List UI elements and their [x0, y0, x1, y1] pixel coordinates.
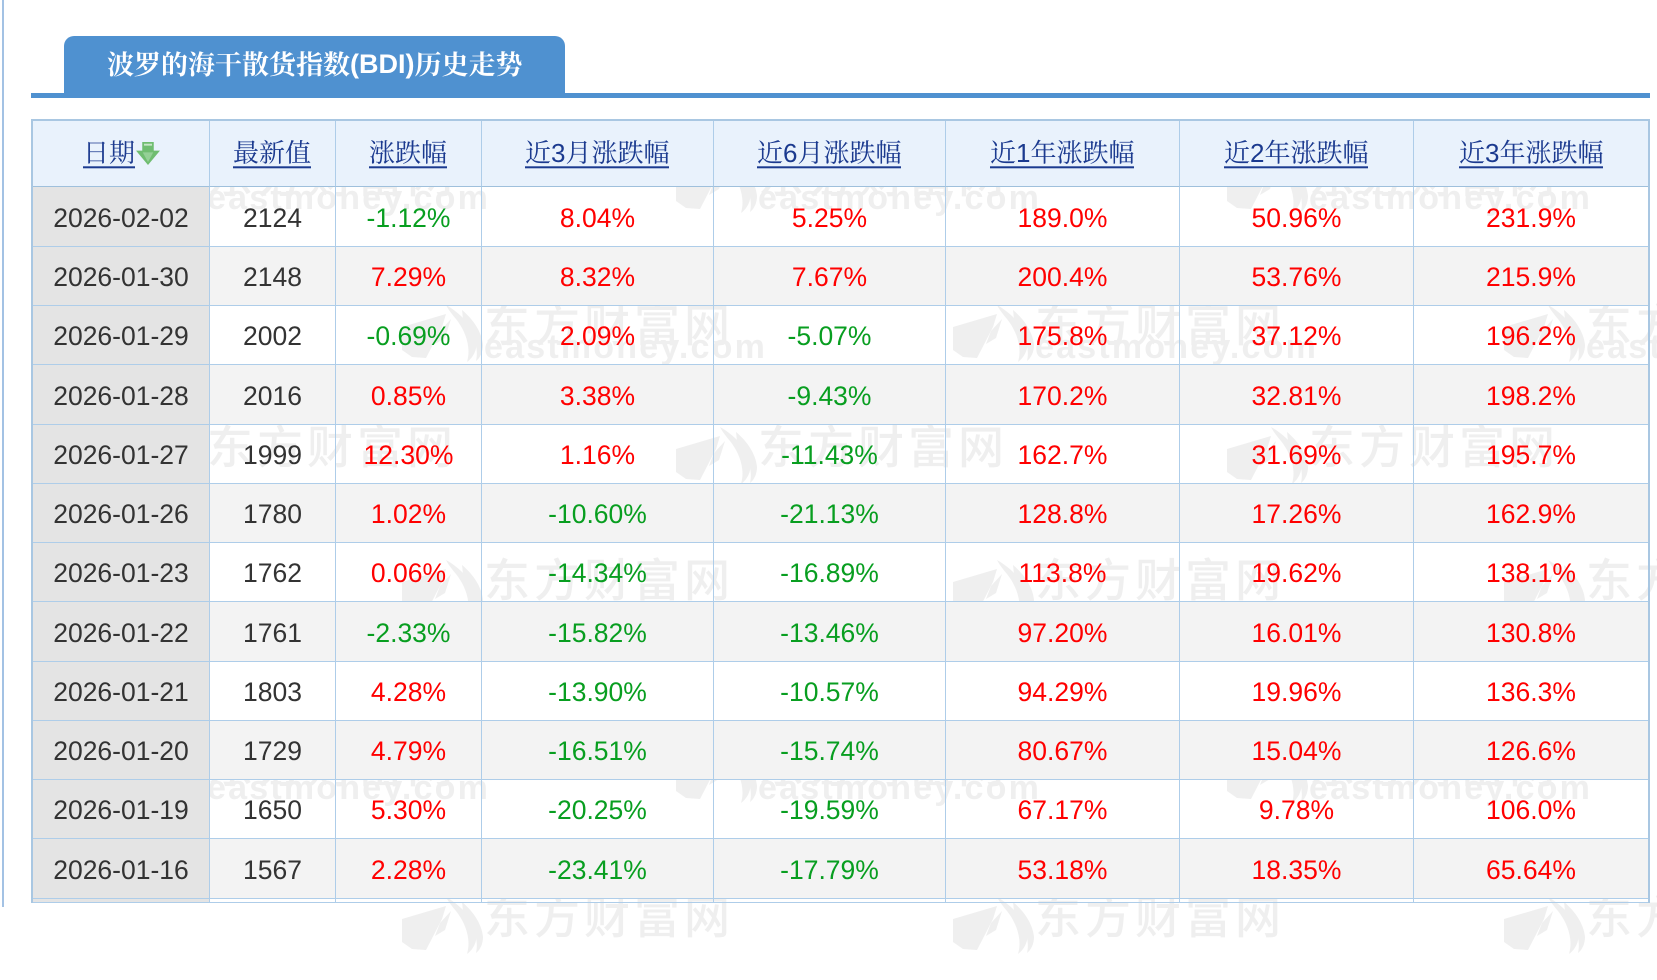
svg-text:(BDI): (BDI) — [350, 51, 414, 79]
svg-text:2: 2 — [1250, 139, 1264, 168]
svg-text:3: 3 — [551, 139, 565, 168]
svg-text:3: 3 — [1485, 139, 1499, 168]
svg-text:1: 1 — [1016, 139, 1030, 168]
svg-text:6: 6 — [783, 139, 797, 168]
